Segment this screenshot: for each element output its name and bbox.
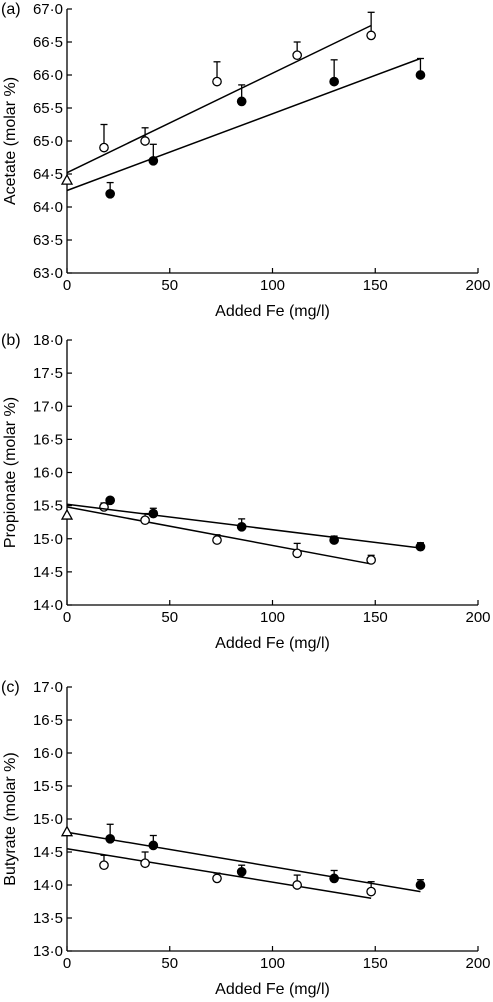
x-tick-label: 200 bbox=[465, 277, 490, 294]
y-tick-label: 13·0 bbox=[33, 943, 63, 960]
y-axis-label: Propionate (molar %) bbox=[2, 397, 19, 548]
y-tick-label: 14·5 bbox=[33, 844, 63, 861]
panel-label: (a) bbox=[1, 1, 21, 18]
y-tick-label: 64·5 bbox=[33, 166, 63, 183]
y-tick-label: 15·0 bbox=[33, 811, 63, 828]
y-axis-label: Butyrate (molar %) bbox=[2, 752, 19, 885]
data-point-open bbox=[99, 142, 109, 153]
data-point-open bbox=[366, 30, 376, 41]
data-point-filled bbox=[148, 508, 159, 519]
data-series-1 bbox=[66, 11, 376, 174]
data-point-filled bbox=[329, 873, 339, 884]
x-tick-label: 150 bbox=[363, 955, 388, 972]
control-point-triangle bbox=[60, 825, 74, 837]
data-point-open bbox=[292, 548, 303, 559]
x-tick-label: 100 bbox=[260, 609, 285, 626]
y-tick-label: 16·5 bbox=[33, 712, 63, 729]
data-point-open bbox=[366, 555, 376, 565]
regression-line bbox=[66, 831, 421, 893]
x-tick-label: 150 bbox=[363, 277, 388, 294]
data-series-1 bbox=[66, 847, 376, 899]
x-axis-label: Added Fe (mg/l) bbox=[215, 635, 330, 652]
data-point-filled bbox=[236, 521, 247, 532]
data-point-filled bbox=[148, 840, 159, 851]
data-series-2 bbox=[66, 57, 426, 199]
x-tick-label: 200 bbox=[465, 955, 490, 972]
data-point-filled bbox=[329, 535, 339, 545]
x-axis-label: Added Fe (mg/l) bbox=[215, 303, 330, 320]
data-point-open bbox=[292, 50, 303, 61]
y-tick-label: 17·0 bbox=[33, 679, 63, 696]
y-tick-label: 14·0 bbox=[33, 597, 63, 614]
x-tick-label: 150 bbox=[363, 609, 388, 626]
data-point-filled bbox=[236, 96, 247, 107]
x-tick-label: 200 bbox=[465, 609, 490, 626]
y-tick-label: 65·0 bbox=[33, 133, 63, 150]
data-point-filled bbox=[415, 880, 426, 890]
y-tick-label: 66·5 bbox=[33, 34, 63, 51]
data-point-open bbox=[99, 860, 109, 871]
x-tick-label: 50 bbox=[161, 955, 178, 972]
data-point-filled bbox=[329, 76, 339, 87]
data-series-2 bbox=[66, 823, 426, 893]
y-tick-label: 66·0 bbox=[33, 67, 63, 84]
data-point-open bbox=[140, 515, 150, 526]
regression-line bbox=[66, 506, 372, 565]
y-tick-label: 14·5 bbox=[33, 564, 63, 581]
x-tick-label: 100 bbox=[260, 277, 285, 294]
regression-line bbox=[66, 24, 372, 174]
y-tick-label: 16·0 bbox=[33, 745, 63, 762]
data-point-open bbox=[366, 886, 376, 897]
chart-panel-2: 14·0 14·5 15·0 15·5 16·0 16·5 17·0 17·5 18·0 0 50 1… bbox=[1, 332, 491, 652]
data-point-filled bbox=[105, 495, 116, 506]
y-tick-label: 15·5 bbox=[33, 498, 63, 515]
data-point-open bbox=[292, 880, 303, 890]
data-point-filled bbox=[415, 70, 426, 80]
data-point-filled bbox=[148, 155, 159, 166]
data-series-2 bbox=[66, 495, 426, 552]
control-point-triangle bbox=[60, 173, 74, 185]
x-tick-label: 50 bbox=[161, 277, 178, 294]
data-point-filled bbox=[415, 541, 426, 552]
data-point-open bbox=[212, 76, 222, 87]
y-tick-label: 13·5 bbox=[33, 910, 63, 927]
x-tick-label: 0 bbox=[63, 955, 71, 972]
regression-line bbox=[66, 57, 421, 192]
y-tick-label: 17·0 bbox=[33, 398, 63, 415]
y-tick-label: 18·0 bbox=[33, 332, 63, 349]
y-tick-label: 67·0 bbox=[33, 1, 63, 18]
panel-label: (b) bbox=[1, 332, 21, 349]
y-axis-label: Acetate (molar %) bbox=[2, 77, 19, 205]
control-point-triangle bbox=[60, 508, 74, 520]
y-tick-label: 63·5 bbox=[33, 232, 63, 249]
data-point-open bbox=[212, 535, 222, 545]
data-point-open bbox=[140, 858, 150, 869]
data-point-open bbox=[212, 873, 222, 884]
x-tick-label: 100 bbox=[260, 955, 285, 972]
y-tick-label: 64·0 bbox=[33, 199, 63, 216]
x-tick-label: 0 bbox=[63, 609, 71, 626]
chart-panel-3: 13·0 13·5 14·0 14·5 15·0 15·5 16·0 16·5 17·0 0 50 1… bbox=[1, 679, 491, 998]
y-tick-label: 65·5 bbox=[33, 100, 63, 117]
data-point-filled bbox=[105, 188, 116, 199]
y-tick-label: 17·5 bbox=[33, 365, 63, 382]
x-tick-label: 0 bbox=[63, 277, 71, 294]
data-point-filled bbox=[236, 866, 247, 877]
y-tick-label: 15·5 bbox=[33, 778, 63, 795]
data-point-open bbox=[140, 136, 150, 146]
x-tick-label: 50 bbox=[161, 609, 178, 626]
y-tick-label: 16·5 bbox=[33, 431, 63, 448]
data-series-1 bbox=[66, 502, 376, 565]
y-tick-label: 14·0 bbox=[33, 877, 63, 894]
panel-label: (c) bbox=[1, 679, 20, 696]
y-tick-label: 63·0 bbox=[33, 265, 63, 282]
y-tick-label: 15·0 bbox=[33, 531, 63, 548]
data-point-filled bbox=[105, 833, 116, 844]
x-axis-label: Added Fe (mg/l) bbox=[215, 981, 330, 998]
chart-panel-1: 63·0 63·5 64·0 64·5 65·0 65·5 66·0 66·5 67·0 0 50 1… bbox=[1, 1, 491, 320]
y-tick-label: 16·0 bbox=[33, 465, 63, 482]
